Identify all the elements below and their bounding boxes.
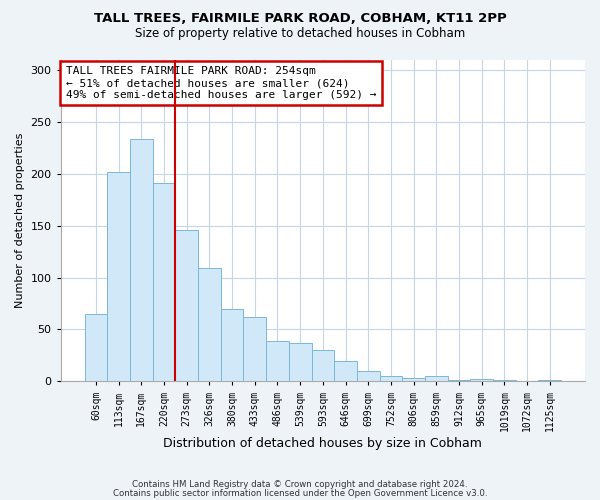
X-axis label: Distribution of detached houses by size in Cobham: Distribution of detached houses by size …	[163, 437, 482, 450]
Text: TALL TREES FAIRMILE PARK ROAD: 254sqm
← 51% of detached houses are smaller (624): TALL TREES FAIRMILE PARK ROAD: 254sqm ← …	[66, 66, 376, 100]
Text: TALL TREES, FAIRMILE PARK ROAD, COBHAM, KT11 2PP: TALL TREES, FAIRMILE PARK ROAD, COBHAM, …	[94, 12, 506, 26]
Bar	[470, 379, 493, 382]
Bar	[311, 350, 334, 382]
Y-axis label: Number of detached properties: Number of detached properties	[15, 133, 25, 308]
Bar	[198, 268, 221, 382]
Text: Contains HM Land Registry data © Crown copyright and database right 2024.: Contains HM Land Registry data © Crown c…	[132, 480, 468, 489]
Text: Contains public sector information licensed under the Open Government Licence v3: Contains public sector information licen…	[113, 489, 487, 498]
Bar	[425, 376, 448, 382]
Bar	[85, 314, 107, 382]
Bar	[175, 230, 198, 382]
Bar	[266, 341, 289, 382]
Bar	[448, 380, 470, 382]
Bar	[538, 380, 561, 382]
Bar	[107, 172, 130, 382]
Bar	[221, 308, 244, 382]
Bar	[152, 184, 175, 382]
Bar	[244, 317, 266, 382]
Bar	[289, 343, 311, 382]
Bar	[357, 371, 380, 382]
Bar	[402, 378, 425, 382]
Bar	[334, 360, 357, 382]
Bar	[493, 380, 516, 382]
Text: Size of property relative to detached houses in Cobham: Size of property relative to detached ho…	[135, 28, 465, 40]
Bar	[380, 376, 402, 382]
Bar	[130, 139, 152, 382]
